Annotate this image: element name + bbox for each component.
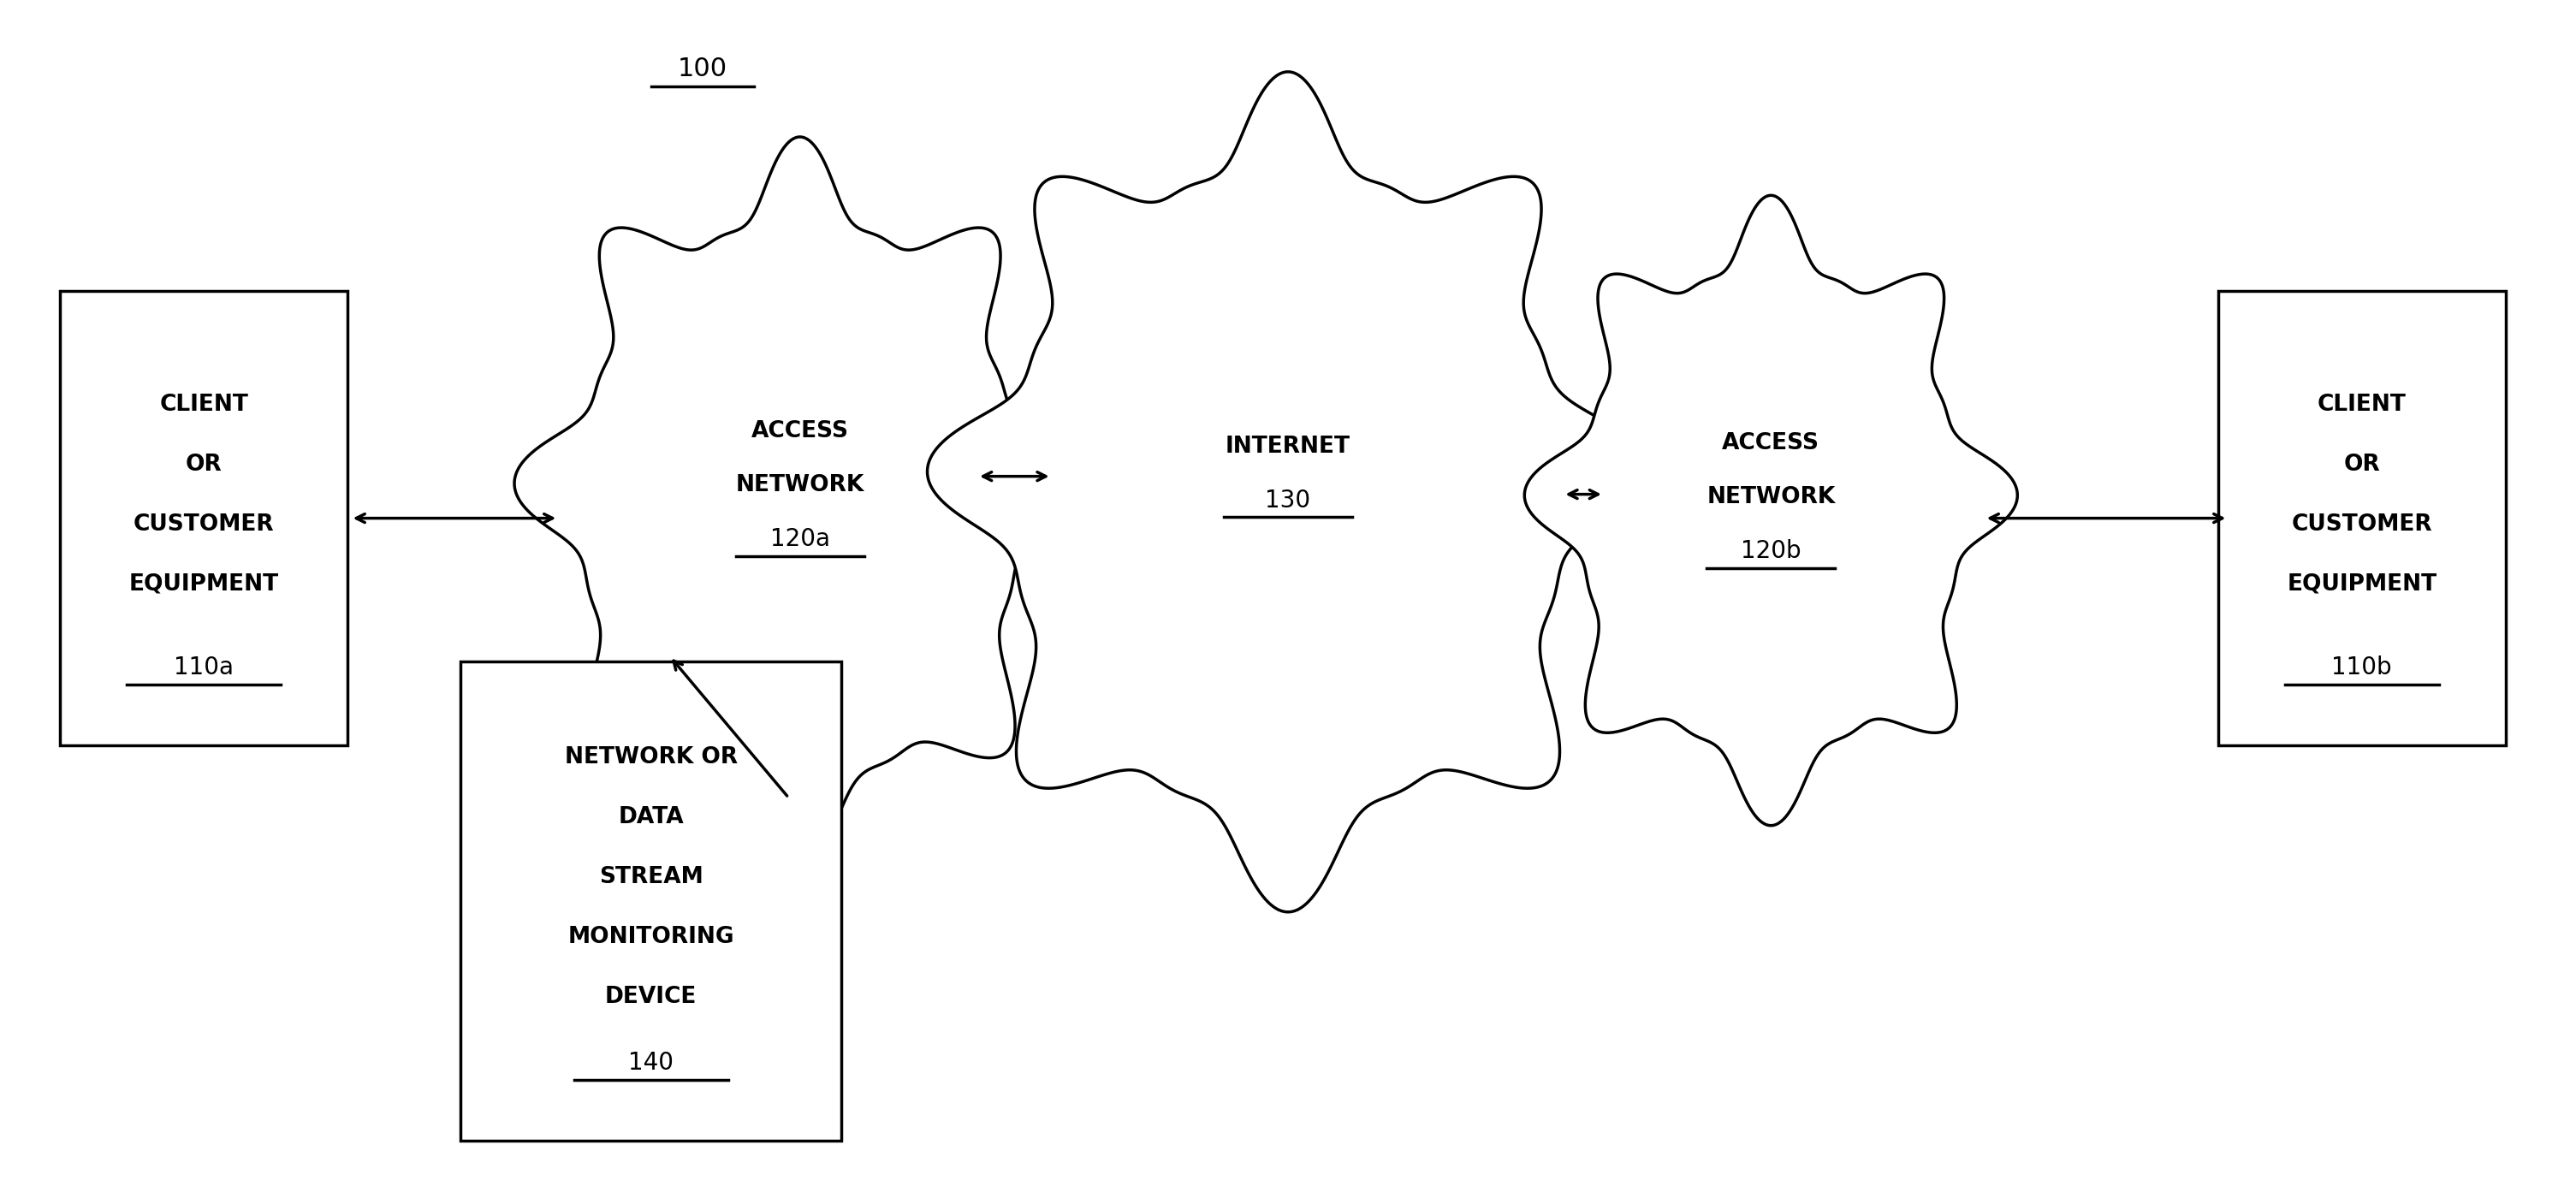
Text: 120b: 120b [1741, 539, 1801, 563]
Text: 120a: 120a [770, 527, 829, 551]
Text: NETWORK: NETWORK [1708, 486, 1834, 508]
Text: STREAM: STREAM [598, 866, 703, 889]
Text: OR: OR [185, 453, 222, 476]
Polygon shape [1525, 195, 2017, 826]
Text: 110b: 110b [2331, 656, 2393, 680]
Text: 100: 100 [677, 57, 726, 82]
Text: CLIENT: CLIENT [160, 394, 247, 415]
Bar [59, 291, 348, 745]
Text: CUSTOMER: CUSTOMER [2290, 513, 2432, 536]
Polygon shape [927, 72, 1649, 911]
Text: 140: 140 [629, 1051, 672, 1075]
Text: EQUIPMENT: EQUIPMENT [2287, 573, 2437, 595]
Polygon shape [515, 137, 1084, 864]
Text: CLIENT: CLIENT [2318, 394, 2406, 415]
Text: ACCESS: ACCESS [1723, 432, 1819, 455]
Text: NETWORK OR: NETWORK OR [564, 746, 737, 768]
Text: OR: OR [2344, 453, 2380, 476]
Text: CUSTOMER: CUSTOMER [134, 513, 276, 536]
Bar [461, 662, 840, 1140]
Text: DATA: DATA [618, 807, 683, 828]
Text: MONITORING: MONITORING [567, 926, 734, 949]
Text: INTERNET: INTERNET [1226, 436, 1350, 458]
Text: 110a: 110a [175, 656, 234, 680]
Text: ACCESS: ACCESS [752, 420, 848, 443]
Text: NETWORK: NETWORK [737, 474, 863, 496]
Text: EQUIPMENT: EQUIPMENT [129, 573, 278, 595]
Bar [2218, 291, 2506, 745]
Text: DEVICE: DEVICE [605, 986, 698, 1008]
Text: 130: 130 [1265, 489, 1311, 512]
